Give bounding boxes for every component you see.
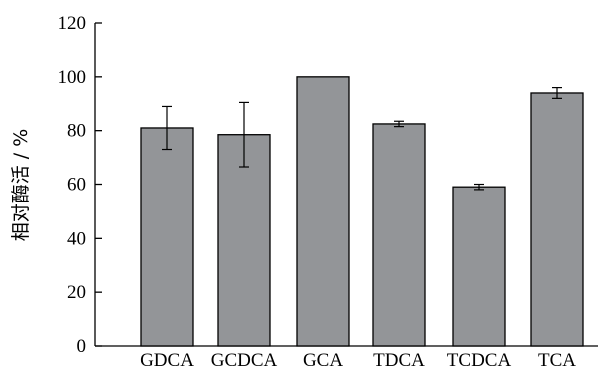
x-tick-label: GCDCA	[211, 350, 278, 370]
bar-tca	[530, 92, 584, 347]
plot-area: 0 20 40 60 80 100 120 GDCA GCDCA GCA TDCA TCDCA TCA	[58, 13, 598, 370]
y-tick-label: 100	[58, 67, 87, 88]
y-tick-label: 40	[67, 228, 86, 249]
bar-gdca	[140, 127, 194, 347]
y-tick-label: 80	[67, 121, 86, 142]
y-tick-label: 0	[77, 336, 87, 357]
bar-tdca	[372, 123, 426, 347]
x-tick-label: GDCA	[140, 350, 194, 370]
y-tick-label: 120	[58, 13, 87, 34]
x-tick-label: TCDCA	[447, 350, 512, 370]
x-tick-label: TCA	[538, 350, 576, 370]
y-axis-title: 相对酶活 / %	[10, 129, 32, 242]
y-tick-label: 60	[67, 175, 86, 196]
x-tick-label: TDCA	[373, 350, 425, 370]
y-tick-label: 20	[67, 282, 86, 303]
bar-tcdca	[452, 186, 506, 347]
x-tick-label: GCA	[303, 350, 343, 370]
bar-gcdca	[217, 134, 271, 347]
bar-gca	[296, 76, 350, 347]
